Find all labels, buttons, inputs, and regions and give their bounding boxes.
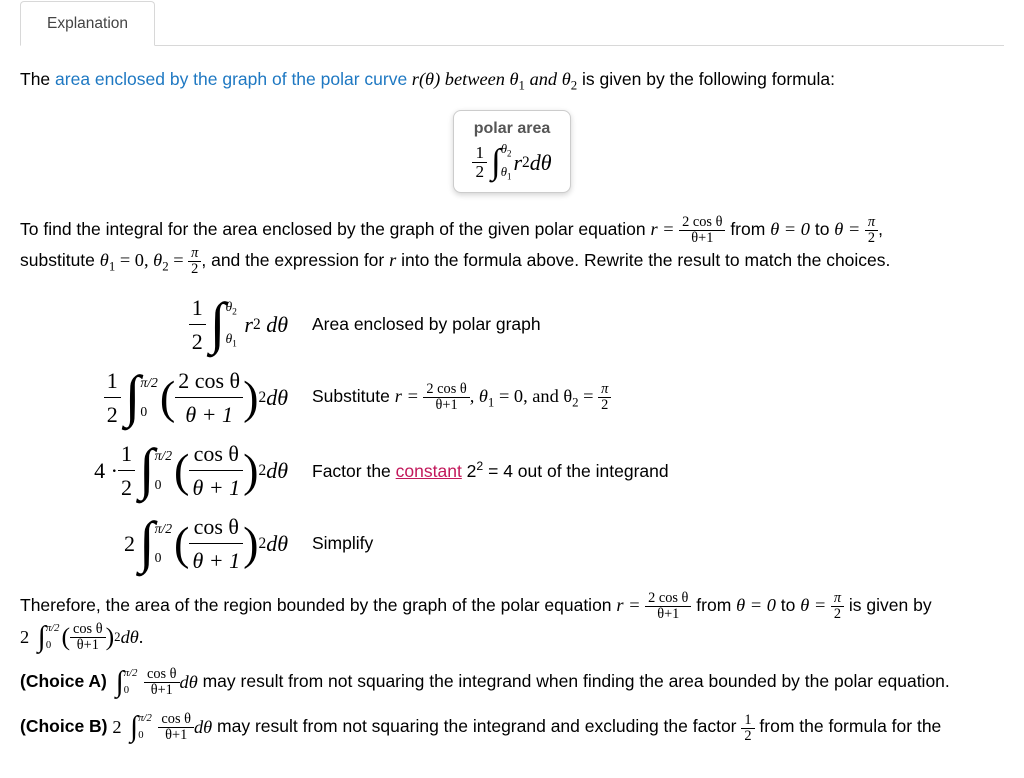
formula-box-wrap: polar area 12 ∫ θ2θ1 r2 dθ — [20, 110, 1004, 193]
integral-icon: ∫π/20 — [116, 669, 138, 697]
p2-t2: substitute — [20, 250, 100, 270]
s4-dth: dθ — [266, 527, 288, 560]
integral-icon: ∫π/20 — [139, 449, 172, 491]
choice-a-tail: may result from not squaring the integra… — [203, 671, 950, 691]
therefore-para: Therefore, the area of the region bounde… — [20, 591, 1004, 653]
intro-mid1: and θ — [525, 69, 571, 89]
choice-b-tail: from the formula for the — [755, 716, 942, 736]
step-1: 12 ∫θ2θ1 r2 dθ Area enclosed by polar gr… — [48, 291, 1004, 358]
step-4: 2 ∫π/20 (cos θθ + 1)2 dθ Simplify — [48, 510, 1004, 577]
s2-dth: dθ — [266, 381, 288, 414]
p2-t4: into the formula above. Rewrite the resu… — [396, 250, 890, 270]
p2-t3: , and the expression for — [201, 250, 389, 270]
formula-caption: polar area — [472, 117, 551, 141]
intro-suffix: is given by the following formula: — [577, 69, 835, 89]
p2-frac1: 2 cos θθ+1 — [679, 215, 725, 246]
s3-half: 12 — [118, 437, 135, 504]
integral-icon: ∫ θ2θ1 — [491, 143, 511, 182]
intro-prefix: The — [20, 69, 55, 89]
s1-half: 12 — [189, 291, 206, 358]
tab-explanation[interactable]: Explanation — [20, 1, 155, 46]
sq: 2 — [522, 151, 530, 174]
constant-link[interactable]: constant — [396, 461, 462, 481]
s3-sq: 2 — [258, 459, 266, 482]
s1-dth: dθ — [266, 308, 288, 341]
step3-explain: Factor the constant 22 = 4 out of the in… — [312, 457, 669, 484]
s3-four: 4 · — [94, 454, 118, 487]
p2-req: r = — [650, 219, 679, 239]
p2-from: from — [725, 219, 770, 239]
integral-icon: ∫π/20 — [130, 714, 152, 742]
dtheta: dθ — [530, 146, 552, 179]
formula-box: polar area 12 ∫ θ2θ1 r2 dθ — [453, 110, 570, 193]
integral-icon: ∫θ2θ1 — [210, 300, 237, 350]
choice-a: (Choice A) ∫π/20 cos θθ+1 dθ may result … — [20, 667, 1004, 698]
s4-two: 2 — [124, 527, 135, 560]
p2-s2eq: = — [169, 250, 189, 270]
s2-half: 12 — [104, 364, 121, 431]
integral-icon: ∫π/20 — [139, 522, 172, 564]
half-frac: 12 — [472, 144, 487, 181]
integral-icon: ∫π/20 — [125, 376, 158, 418]
s1-sq: 2 — [253, 313, 261, 336]
p2-s2: θ — [153, 250, 162, 270]
intro-after-link: r(θ) between θ — [407, 69, 518, 89]
intro-paragraph: The area enclosed by the graph of the po… — [20, 66, 1004, 96]
step-3: 4 · 12 ∫π/20 (cos θθ + 1)2 dθ Factor the… — [48, 437, 1004, 504]
p2-pi2frac: π2 — [865, 215, 878, 246]
choice-b-label: (Choice B) — [20, 716, 112, 736]
polar-area-link[interactable]: area enclosed by the graph of the polar … — [55, 69, 407, 89]
s1-r: r — [244, 308, 253, 341]
s4-frac: cos θθ + 1 — [189, 510, 243, 577]
s2-frac: 2 cos θθ + 1 — [175, 364, 243, 431]
r-var: r — [513, 146, 522, 179]
p2-s1: θ — [100, 250, 109, 270]
choice-a-label: (Choice A) — [20, 671, 112, 691]
step1-explain: Area enclosed by polar graph — [312, 311, 541, 337]
p2-pi2frac2: π2 — [188, 246, 201, 277]
choice-b-mid: may result from not squaring the integra… — [217, 716, 741, 736]
p2-thetapi2a: θ = — [834, 219, 865, 239]
p2-s1eq: = 0, — [115, 250, 153, 270]
p2-to: to — [810, 219, 834, 239]
s3-frac: cos θθ + 1 — [189, 437, 243, 504]
step-2: 12 ∫π/20 (2 cos θθ + 1)2 dθ Substitute r… — [48, 364, 1004, 431]
p2-theta0: θ = 0 — [770, 219, 810, 239]
p2-comma: , — [878, 219, 883, 239]
s4-sq: 2 — [258, 532, 266, 555]
para2: To find the integral for the area enclos… — [20, 215, 1004, 277]
s2-sq: 2 — [258, 386, 266, 409]
s3-dth: dθ — [266, 454, 288, 487]
integral-icon: ∫π/20 — [38, 624, 60, 652]
choice-b: (Choice B) 2 ∫π/20 cos θθ+1 dθ may resul… — [20, 712, 1004, 743]
step2-explain: Substitute r = 2 cos θθ+1, θ1 = 0, and θ… — [312, 382, 611, 413]
derivation-steps: 12 ∫θ2θ1 r2 dθ Area enclosed by polar gr… — [48, 291, 1004, 577]
step4-explain: Simplify — [312, 530, 373, 556]
tab-row: Explanation — [20, 0, 1004, 46]
p2-t1: To find the integral for the area enclos… — [20, 219, 650, 239]
